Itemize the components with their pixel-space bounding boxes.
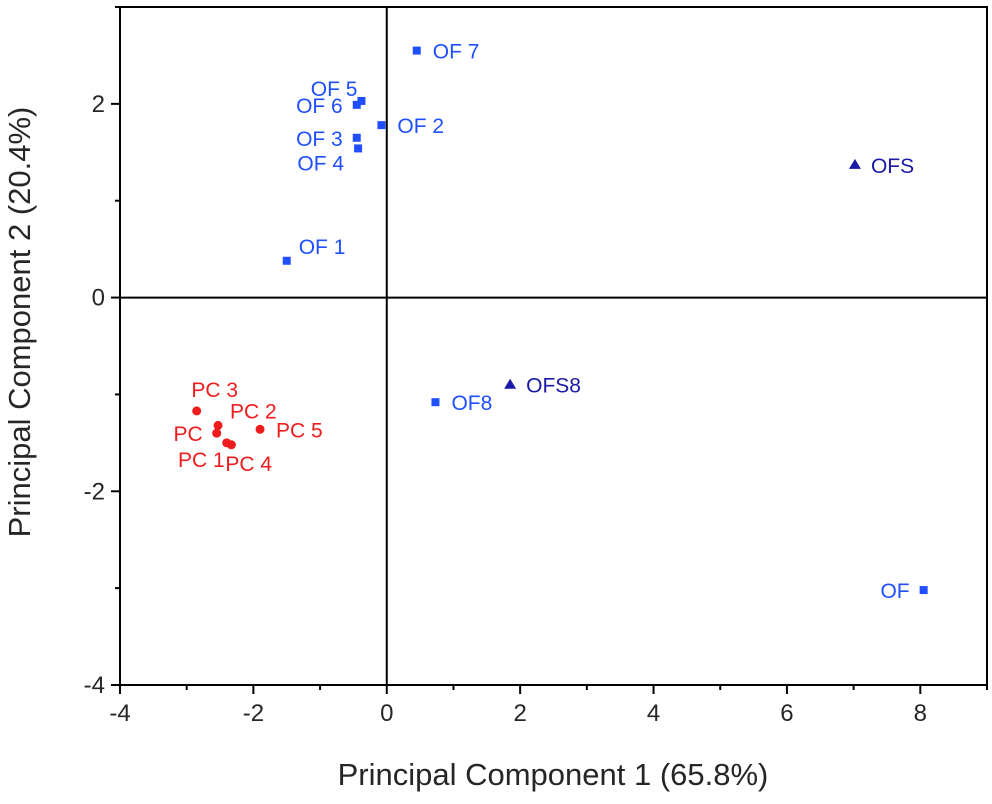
y-tick-label: -2 — [84, 478, 105, 505]
point-of-4 — [354, 144, 363, 153]
plot-frame — [119, 6, 988, 686]
label-of-2: OF 2 — [397, 115, 444, 138]
label-of-3: OF 3 — [296, 128, 343, 151]
label-ofs8: OFS8 — [526, 375, 581, 398]
point-pc-2 — [213, 420, 223, 430]
y-tick-label: -4 — [84, 672, 105, 699]
y-tick-label: 2 — [92, 91, 105, 118]
points-layer — [192, 46, 928, 595]
x-axis-title: Principal Component 1 (65.8%) — [338, 757, 769, 792]
x-tick-label: 4 — [647, 700, 660, 727]
y-tick-label: 0 — [92, 285, 105, 312]
label-pc-1: PC 1 — [178, 449, 225, 472]
label-of-7: OF 7 — [433, 41, 480, 64]
x-tick-label: -4 — [109, 700, 130, 727]
x-tick-label: 6 — [780, 700, 793, 727]
point-pc-4 — [226, 440, 236, 450]
point-pc-5 — [255, 424, 265, 434]
y-axis-title: Principal Component 2 (20.4%) — [2, 107, 37, 538]
point-ofs — [848, 158, 861, 169]
point-pc — [212, 428, 222, 438]
point-of — [919, 586, 928, 595]
point-of-1 — [282, 256, 291, 265]
label-of-6: OF 6 — [296, 95, 343, 118]
point-of-3 — [352, 133, 361, 142]
label-of-1: OF 1 — [299, 236, 346, 259]
point-of-2 — [377, 121, 386, 130]
point-of8 — [431, 398, 440, 407]
label-pc-3: PC 3 — [191, 379, 238, 402]
label-pc-2: PC 2 — [230, 400, 277, 423]
label-of: OF — [880, 580, 909, 603]
label-pc: PC — [174, 423, 203, 446]
x-tick-label: 8 — [914, 700, 927, 727]
x-tick-label: 0 — [380, 700, 393, 727]
label-of8: OF8 — [451, 392, 492, 415]
axes-layer: -4 -2 0 2 4 6 8 -4 -2 0 2 — [84, 6, 988, 727]
point-pc-3 — [192, 406, 202, 416]
label-ofs: OFS — [871, 155, 914, 178]
point-of-7 — [412, 46, 421, 55]
label-of-5: OF 5 — [311, 78, 358, 101]
x-tick-label: 2 — [513, 700, 526, 727]
label-pc-4: PC 4 — [225, 453, 272, 476]
point-ofs8 — [504, 378, 517, 389]
point-of-5 — [357, 96, 366, 105]
label-of-4: OF 4 — [297, 152, 344, 175]
x-tick-label: -2 — [243, 700, 264, 727]
labels-layer: OF 7 OF 5OF 6 OF 2 OF 3OF 4 OF 1 OF8 OF OFS OFS8… — [174, 41, 915, 603]
point-of-6 — [352, 100, 361, 109]
label-pc-5: PC 5 — [276, 419, 323, 442]
